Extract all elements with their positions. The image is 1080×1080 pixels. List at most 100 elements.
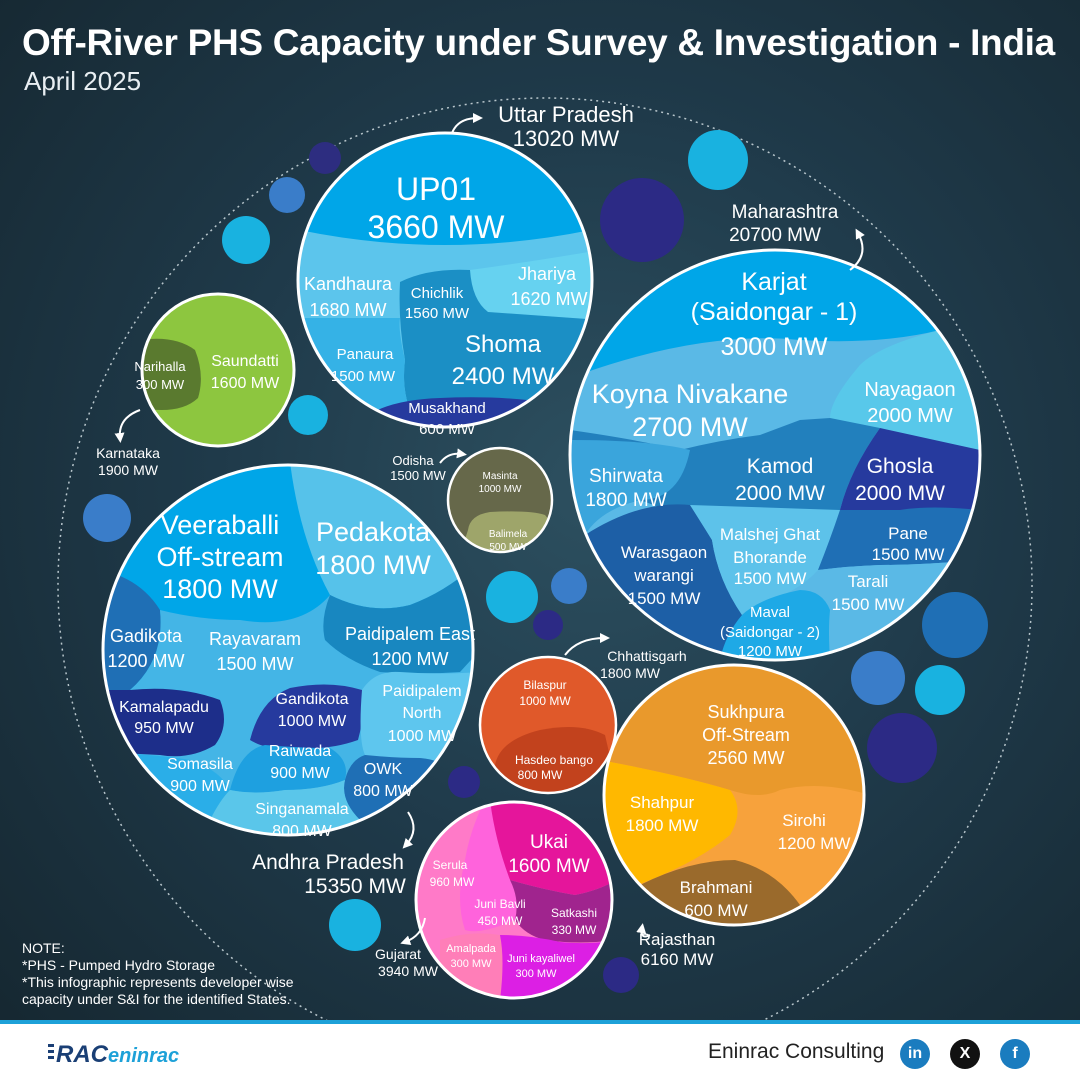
project-label: (Saidongar - 2) — [720, 624, 820, 641]
decor-dot — [329, 899, 381, 951]
project-value: 1800 MW — [626, 816, 699, 835]
project-label: Saundatti — [211, 353, 279, 370]
decor-dot — [222, 216, 270, 264]
project-label: Masinta — [482, 471, 517, 482]
project-value: 1000 MW — [278, 713, 347, 730]
outer-dotted-ring — [57, 97, 1033, 1073]
arrow-icon — [439, 448, 467, 464]
bubble-border — [602, 663, 866, 927]
project-label: Off-stream — [156, 542, 283, 572]
project-label: Shoma — [465, 331, 542, 358]
project-label: OWK — [364, 761, 403, 778]
project-value: 2000 MW — [735, 482, 825, 505]
project-label: Pedakota — [316, 517, 431, 547]
project-value: 1200 MW — [107, 651, 184, 671]
state-label-ap: Andhra Pradesh — [252, 851, 404, 874]
decor-dot — [486, 571, 538, 623]
project-value: 500 MW — [489, 542, 527, 553]
state-total-rj: 6160 MW — [641, 950, 714, 969]
project-value: 1000 MW — [479, 484, 522, 495]
project-value: 1500 MW — [734, 569, 807, 588]
note-line: *This infographic represents developer w… — [22, 974, 294, 1007]
state-label-ka: Karnataka — [96, 445, 160, 461]
state-label-gj: Gujarat — [375, 946, 421, 962]
state-label-od: Odisha — [392, 453, 434, 468]
project-label: Juni kayaliwel — [507, 953, 575, 965]
project-label: Shirwata — [589, 466, 663, 487]
notes-heading: NOTE: — [22, 940, 65, 956]
bubble-chhattisgarh — [480, 657, 616, 793]
project-value: 3660 MW — [368, 209, 506, 245]
decor-dot — [269, 177, 305, 213]
decor-dot — [288, 395, 328, 435]
decor-dot — [309, 142, 341, 174]
arrow-icon — [451, 113, 483, 134]
project-value: 900 MW — [270, 765, 330, 782]
project-value: 300 MW — [516, 968, 558, 980]
state-total-ap: 15350 MW — [304, 875, 406, 898]
project-label: Paidipalem East — [345, 624, 475, 644]
project-value: 2000 MW — [867, 405, 953, 427]
state-total-gj: 3940 MW — [378, 963, 439, 979]
arrow-icon — [849, 228, 865, 271]
project-value: 1000 MW — [388, 728, 457, 745]
bubble-border — [140, 292, 296, 448]
bubble-andhra-pradesh — [103, 465, 473, 835]
page-title: Off-River PHS Capacity under Survey & In… — [22, 22, 1055, 63]
linkedin-icon[interactable]: in — [900, 1039, 930, 1069]
note-line: *PHS - Pumped Hydro Storage — [22, 957, 215, 973]
project-label: warangi — [633, 566, 694, 585]
decor-dot — [922, 592, 988, 658]
project-label: Paidipalem — [382, 683, 461, 700]
bubble-border — [568, 248, 982, 662]
project-label: Maval — [750, 604, 790, 621]
project-label: Juni Bavli — [474, 897, 525, 911]
bubble-border — [478, 655, 618, 795]
project-value: 2560 MW — [707, 748, 784, 768]
project-label: Off-Stream — [702, 725, 790, 745]
decor-dot — [688, 130, 748, 190]
decorative-dots — [83, 130, 988, 993]
project-label: UP01 — [396, 171, 476, 207]
bubble-maharashtra — [570, 250, 980, 660]
project-label: Rayavaram — [209, 629, 301, 649]
decor-dot — [915, 665, 965, 715]
project-label: Chichlik — [411, 285, 464, 302]
project-value: 1500 MW — [628, 589, 701, 608]
project-label: Kamod — [747, 455, 814, 478]
facebook-icon[interactable]: f — [1000, 1039, 1030, 1069]
state-total-mh: 20700 MW — [729, 225, 821, 246]
project-label: Serula — [433, 858, 468, 872]
project-value: 300 MW — [136, 377, 185, 392]
project-label: Raiwada — [269, 743, 331, 760]
state-total-ka: 1900 MW — [98, 462, 159, 478]
project-value: 1500 MW — [872, 545, 945, 564]
project-label: Karjat — [741, 268, 806, 296]
bubble-border — [414, 800, 614, 1000]
svg-text:eninrac: eninrac — [108, 1045, 179, 1067]
project-label: Sukhpura — [707, 702, 785, 722]
project-label: North — [402, 705, 441, 722]
project-label: Narihalla — [134, 359, 186, 374]
project-label: Satkashi — [551, 906, 597, 920]
project-label: Pane — [888, 524, 928, 543]
project-label: Malshej Ghat — [720, 525, 820, 544]
x-icon[interactable]: X — [950, 1039, 980, 1069]
project-label: Kandhaura — [304, 274, 393, 294]
project-value: 960 MW — [430, 875, 475, 889]
project-value: 1620 MW — [510, 289, 587, 309]
company-logo[interactable]: RAC eninrac — [48, 1034, 198, 1074]
project-value: 2700 MW — [632, 412, 748, 442]
state-total-od: 1500 MW — [390, 468, 446, 483]
state-total-cg: 1800 MW — [600, 665, 661, 681]
project-value: 1200 MW — [371, 649, 448, 669]
decor-dot — [603, 957, 639, 993]
decor-dot — [533, 610, 563, 640]
project-value: 1200 MW — [738, 643, 803, 660]
arrow-icon — [402, 811, 415, 849]
project-label: Ukai — [530, 832, 568, 853]
project-value: 800 MW — [518, 768, 563, 782]
arrow-icon — [400, 917, 426, 946]
project-value: 950 MW — [134, 720, 194, 737]
